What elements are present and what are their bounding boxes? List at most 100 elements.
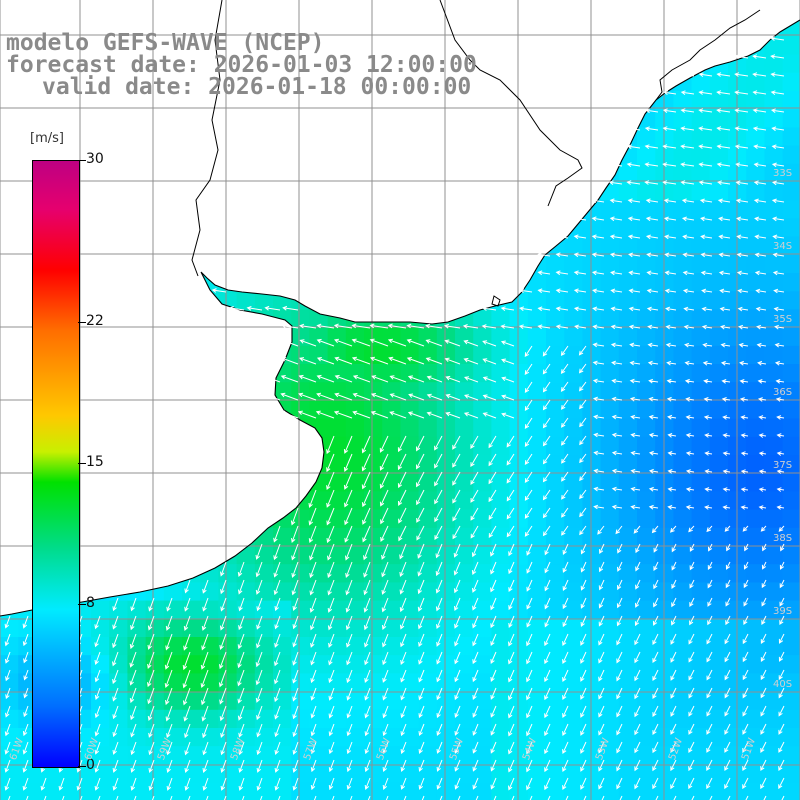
wind-speed-cell (691, 364, 711, 383)
wind-arrow (757, 397, 767, 402)
wind-arrow (362, 525, 371, 543)
wind-arrow (344, 507, 353, 526)
colorbar-tick-label: 30 (86, 151, 104, 167)
wind-speed-cell (418, 746, 438, 765)
wind-arrow (681, 72, 695, 77)
wind-speed-cell (436, 455, 456, 474)
wind-speed-cell (0, 618, 19, 638)
wind-arrow (646, 270, 659, 276)
wind-speed-cell (400, 764, 420, 784)
wind-arrow (316, 357, 335, 365)
wind-speed-cell (509, 546, 529, 565)
wind-speed-cell (509, 418, 529, 438)
wind-speed-cell (782, 455, 800, 474)
wind-arrow (561, 525, 569, 536)
wind-arrow (44, 795, 47, 800)
wind-speed-cell (309, 709, 329, 729)
wind-arrow (685, 469, 695, 474)
wind-arrow (425, 339, 443, 347)
wind-speed-cell (691, 436, 711, 456)
wind-speed-cell (764, 327, 784, 347)
wind-speed-cell (618, 218, 638, 238)
wind-speed-cell (564, 746, 583, 765)
wind-speed-cell (764, 182, 784, 201)
wind-arrow (745, 795, 749, 800)
wind-speed-cell (473, 327, 492, 347)
wind-arrow (472, 777, 479, 790)
wind-speed-cell (546, 673, 565, 693)
wind-arrow (524, 381, 533, 393)
wind-arrow (299, 323, 317, 329)
wind-speed-cell (746, 746, 765, 765)
wind-arrow (182, 669, 191, 689)
wind-speed-cell (582, 364, 602, 383)
wind-arrow (611, 414, 623, 420)
wind-speed-cell (691, 637, 711, 656)
wind-arrow (680, 108, 695, 113)
wind-arrow (698, 72, 713, 77)
wind-arrow (770, 90, 785, 95)
wind-arrow (761, 615, 767, 626)
wind-arrow (648, 486, 659, 492)
wind-arrow (664, 270, 677, 276)
wind-arrow (292, 705, 299, 720)
wind-arrow (316, 338, 335, 347)
wind-speed-cell (527, 527, 547, 547)
wind-arrow (526, 777, 533, 791)
wind-speed-cell (418, 491, 438, 511)
wind-arrow (506, 453, 515, 466)
wind-speed-cell (145, 673, 165, 693)
wind-speed-cell (91, 655, 110, 674)
wind-speed-cell (182, 618, 201, 638)
wind-speed-cell (600, 600, 620, 620)
wind-speed-cell (600, 746, 620, 765)
wind-speed-cell (600, 273, 620, 292)
wind-speed-cell (418, 709, 438, 729)
wind-arrow (418, 723, 425, 737)
wind-arrow (237, 561, 245, 577)
wind-arrow (490, 687, 497, 700)
wind-speed-cell (655, 618, 674, 638)
wind-arrow (725, 579, 731, 589)
wind-speed-cell (691, 91, 711, 110)
wind-arrow (758, 487, 767, 492)
wind-arrow (598, 741, 605, 754)
wind-arrow (706, 525, 713, 533)
wind-arrow (464, 394, 479, 401)
wind-arrow (740, 415, 749, 420)
wind-speed-cell (618, 527, 638, 547)
wind-arrow (663, 90, 677, 95)
wind-arrow (653, 579, 659, 590)
wind-arrow (778, 633, 785, 644)
wind-speed-cell (0, 709, 19, 729)
wind-arrow (616, 723, 623, 736)
wind-speed-cell (709, 163, 729, 183)
wind-speed-cell (618, 200, 638, 219)
wind-speed-cell (527, 691, 547, 711)
wind-arrow (742, 525, 749, 532)
wind-arrow (400, 651, 407, 665)
wind-arrow (579, 471, 587, 482)
wind-arrow (756, 324, 767, 330)
wind-speed-cell (564, 564, 583, 583)
wind-arrow (490, 669, 497, 682)
wind-speed-cell (637, 345, 656, 365)
wind-arrow (501, 394, 515, 401)
wind-arrow (94, 633, 101, 648)
wind-arrow (628, 306, 641, 312)
wind-speed-cell (546, 637, 565, 656)
wind-arrow (601, 795, 605, 800)
wind-speed-cell (691, 546, 711, 565)
wind-arrow (598, 615, 605, 627)
wind-speed-cell (109, 709, 128, 729)
wind-speed-cell (546, 691, 565, 711)
wind-speed-cell (163, 637, 183, 656)
wind-arrow (352, 410, 371, 419)
wind-arrow (542, 399, 551, 411)
wind-arrow (129, 687, 137, 704)
wind-arrow (316, 392, 335, 401)
wind-speed-cell (746, 509, 765, 529)
wind-arrow (698, 126, 713, 131)
wind-arrow (635, 561, 641, 572)
